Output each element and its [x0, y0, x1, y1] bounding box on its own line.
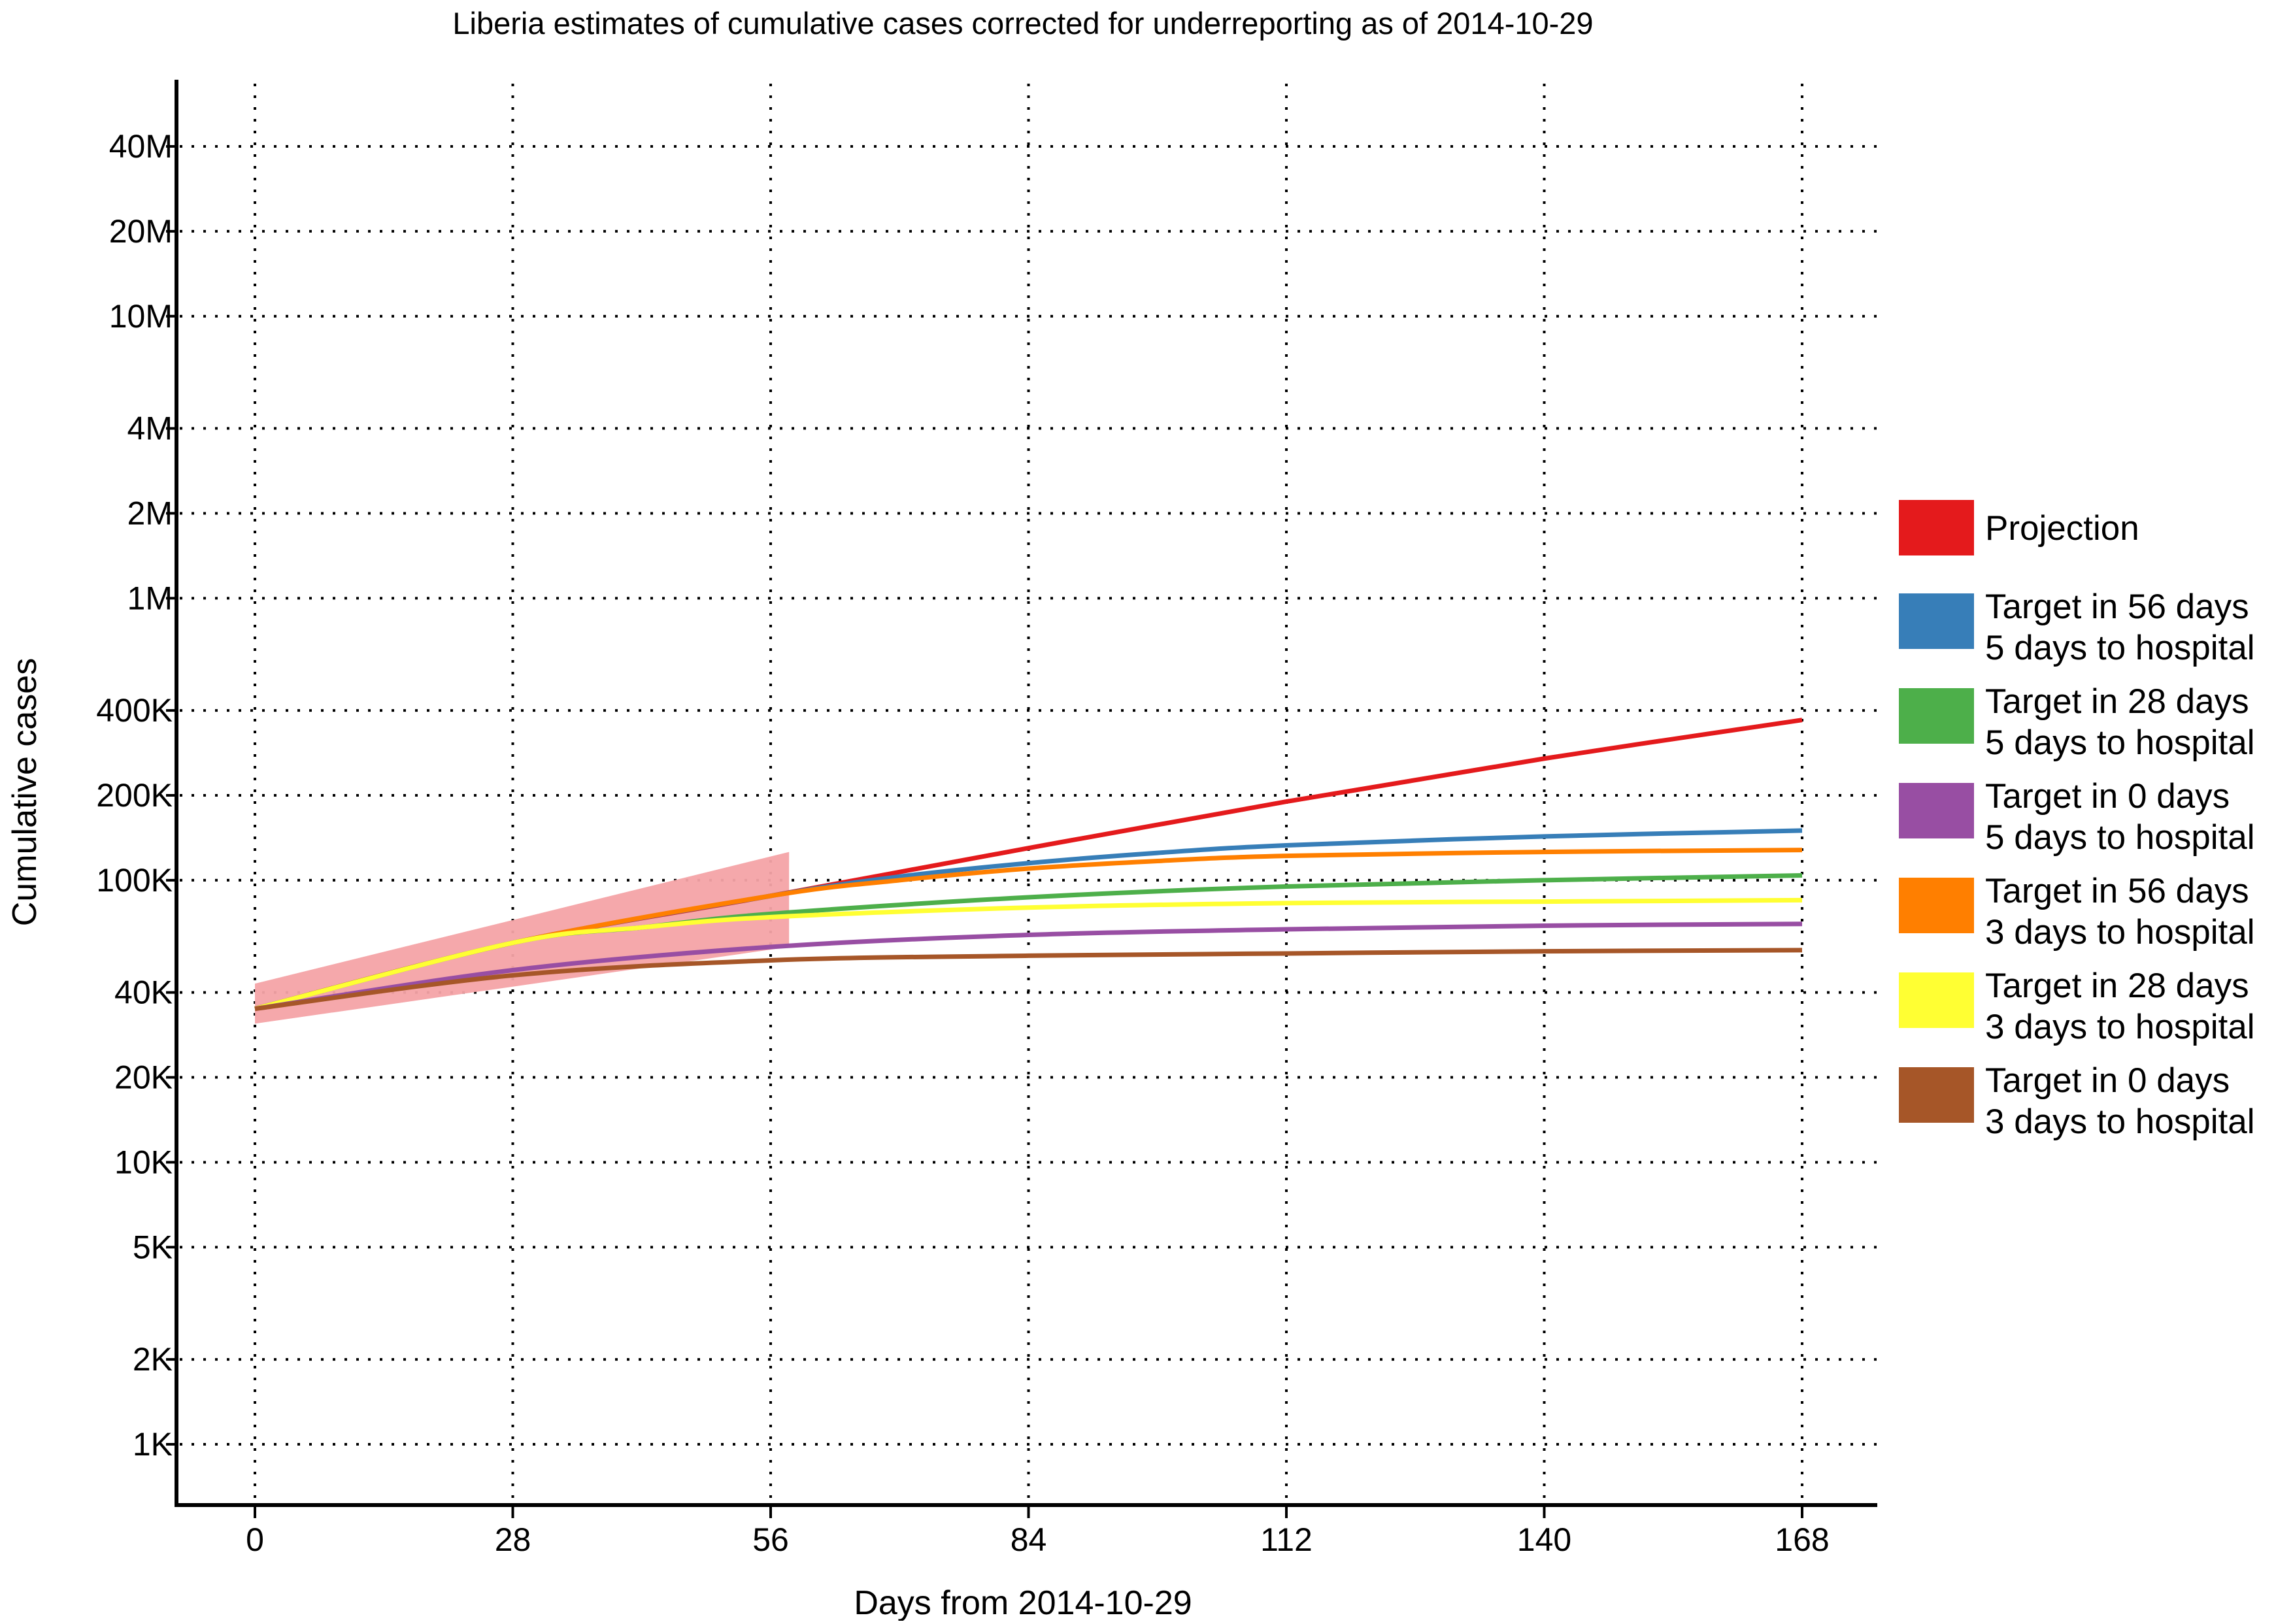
- y-tick-label: 1M: [127, 580, 173, 616]
- grid-layer: [180, 84, 1877, 1503]
- projection-confidence-band: [255, 852, 790, 1024]
- y-tick-label: 20K: [114, 1059, 173, 1096]
- legend-label: 3 days to hospital: [1985, 1008, 2254, 1046]
- legend-label: Target in 0 days: [1985, 777, 2230, 816]
- y-tick-label: 20M: [109, 213, 173, 250]
- x-tick-label: 112: [1260, 1521, 1313, 1558]
- series-line-5: [254, 897, 1803, 1012]
- y-tick-label: 400K: [96, 692, 173, 729]
- axis-layer: [175, 80, 1877, 1507]
- legend-swatch: [1899, 878, 1974, 933]
- legend-swatch: [1899, 972, 1974, 1028]
- legend-label: 5 days to hospital: [1985, 629, 2254, 667]
- y-tick-label: 200K: [96, 777, 173, 814]
- x-tick-label: 56: [752, 1521, 789, 1558]
- x-tick-label: 140: [1517, 1521, 1571, 1558]
- band-layer: [255, 852, 790, 1024]
- legend-label: Target in 28 days: [1985, 967, 2249, 1005]
- legend-item: Projection: [1899, 500, 2139, 555]
- chart-title: Liberia estimates of cumulative cases co…: [452, 6, 1593, 41]
- x-tick-label: 28: [495, 1521, 531, 1558]
- legend-label: Target in 56 days: [1985, 872, 2249, 910]
- legend-swatch: [1899, 1067, 1974, 1123]
- x-axis-label: Days from 2014-10-29: [854, 1584, 1192, 1621]
- tick-layer: 0 28 56 84 112 140 168 1K 2K 5K 10K 20K 40K 100K 200K 4…: [96, 128, 1830, 1558]
- legend-label: 5 days to hospital: [1985, 723, 2254, 762]
- legend-swatch: [1899, 500, 1974, 555]
- series-line-6: [254, 948, 1803, 1012]
- y-tick-label: 10M: [109, 298, 173, 335]
- y-tick-label: 4M: [127, 410, 173, 447]
- legend-swatch: [1899, 688, 1974, 744]
- x-tick-label: 0: [246, 1521, 264, 1558]
- legend-label: 5 days to hospital: [1985, 818, 2254, 857]
- legend-label: Target in 0 days: [1985, 1061, 2230, 1100]
- x-tick-label: 84: [1011, 1521, 1047, 1558]
- legend-label: Target in 56 days: [1985, 588, 2249, 626]
- y-tick-label: 40K: [114, 974, 173, 1011]
- y-tick-label: 1K: [133, 1426, 173, 1463]
- legend-label: 3 days to hospital: [1985, 1102, 2254, 1141]
- y-tick-label: 10K: [114, 1144, 173, 1180]
- y-tick-label: 40M: [109, 128, 173, 165]
- legend-label: Projection: [1985, 509, 2139, 548]
- y-tick-label: 5K: [133, 1229, 173, 1265]
- legend-swatch: [1899, 593, 1974, 649]
- legend-label: Target in 28 days: [1985, 682, 2249, 721]
- y-axis-label: Cumulative cases: [6, 658, 44, 926]
- x-tick-label: 168: [1775, 1521, 1829, 1558]
- legend-swatch: [1899, 783, 1974, 838]
- series-layer: [254, 718, 1803, 1012]
- y-tick-label: 2K: [133, 1341, 173, 1378]
- y-tick-label: 2M: [127, 495, 173, 531]
- series-line-3: [254, 921, 1803, 1012]
- y-tick-label: 100K: [96, 862, 173, 899]
- legend-label: 3 days to hospital: [1985, 913, 2254, 952]
